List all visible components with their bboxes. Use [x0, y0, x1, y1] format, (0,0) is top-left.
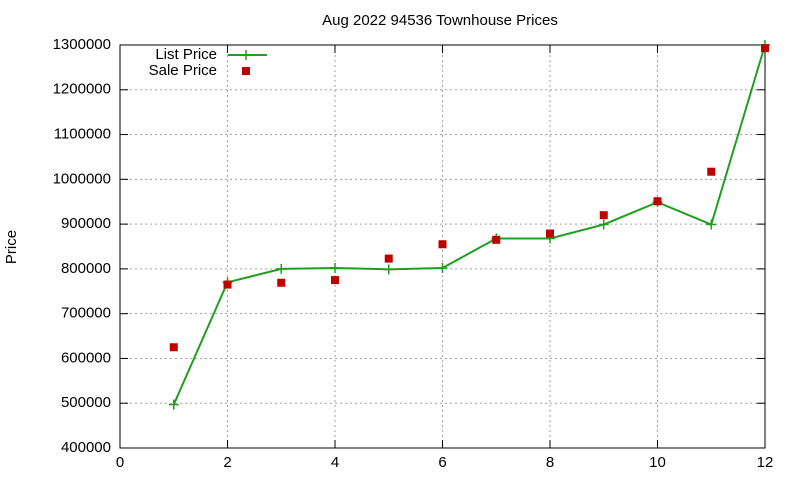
- marker: [223, 280, 232, 289]
- x-tick-label: 12: [757, 454, 774, 471]
- x-tick-label: 2: [223, 454, 231, 471]
- marker: [599, 211, 608, 220]
- x-tick-label: 6: [438, 454, 446, 471]
- marker: [438, 240, 447, 249]
- marker: [653, 197, 662, 206]
- marker: [384, 254, 393, 263]
- y-tick-label: 700000: [61, 305, 111, 322]
- marker: [331, 276, 339, 285]
- x-tick-label: 8: [546, 454, 554, 471]
- marker: [383, 264, 394, 275]
- x-tick-label: 4: [331, 454, 339, 471]
- legend-marker: [241, 50, 251, 60]
- marker: [706, 219, 717, 230]
- x-tick-label: 0: [116, 454, 124, 471]
- marker: [437, 262, 448, 273]
- marker: [276, 263, 287, 274]
- legend-label: List Price: [155, 46, 217, 63]
- series-line: [172, 44, 766, 405]
- x-tick-label: 10: [649, 454, 666, 471]
- marker: [277, 278, 286, 287]
- y-tick-label: 1200000: [53, 81, 111, 98]
- y-tick-label: 1000000: [53, 170, 111, 187]
- marker: [168, 399, 179, 410]
- marker: [707, 167, 716, 176]
- y-tick-label: 1100000: [54, 126, 111, 143]
- y-tick-label: 600000: [61, 349, 111, 366]
- marker: [492, 235, 501, 244]
- legend-marker: [242, 67, 250, 75]
- y-tick-label: 500000: [61, 394, 111, 411]
- y-tick-label: 900000: [61, 215, 111, 232]
- y-tick-label: 400000: [61, 439, 111, 456]
- chart-title: Aug 2022 94536 Townhouse Prices: [322, 12, 558, 29]
- y-axis-label: Price: [3, 230, 20, 264]
- marker: [761, 44, 769, 53]
- plot-border: [119, 44, 766, 449]
- marker: [169, 343, 178, 352]
- marker: [598, 219, 609, 230]
- y-tick-label: 800000: [61, 260, 111, 277]
- legend-label: Sale Price: [149, 62, 217, 79]
- marker: [546, 229, 554, 238]
- y-tick-label: 1300000: [53, 36, 111, 53]
- marker: [330, 262, 340, 273]
